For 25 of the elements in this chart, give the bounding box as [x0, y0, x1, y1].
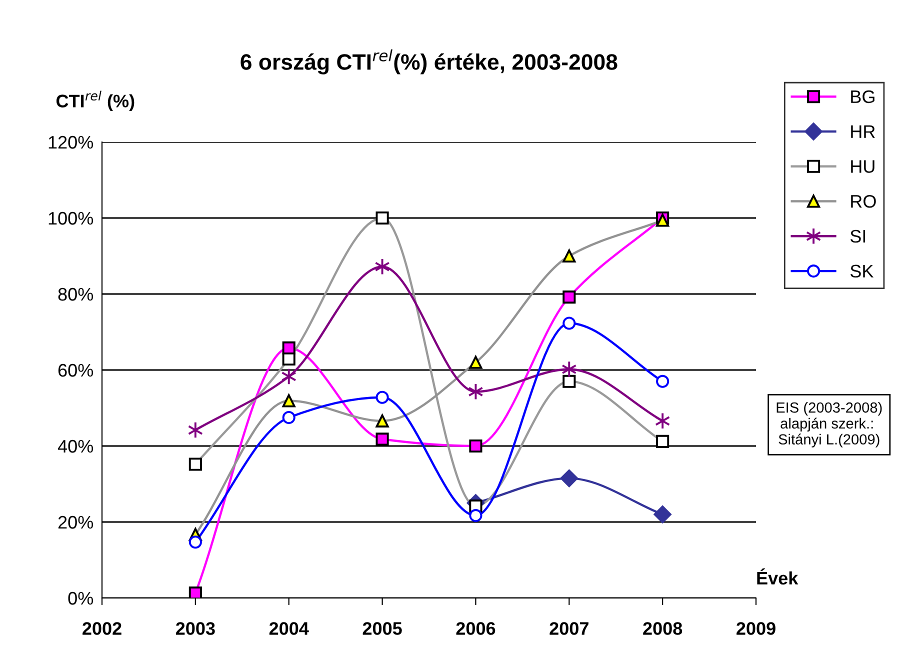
- y-tick-label: 80%: [58, 288, 94, 301]
- y-axis-title: CTI$^{rel}$ (%): [56, 90, 134, 112]
- y-tick-label: 20%: [58, 516, 94, 529]
- x-tick-label: 2008: [643, 622, 682, 635]
- legend-label: SK: [850, 264, 874, 278]
- legend-label: HR: [851, 125, 875, 138]
- x-tick-label: 2003: [176, 622, 215, 635]
- y-tick-label: 0%: [68, 592, 94, 605]
- x-tick-label: 2009: [736, 622, 776, 635]
- y-tick-label: 60%: [58, 364, 94, 377]
- y-tick-label: 100%: [48, 212, 94, 225]
- chart-title: 6 ország CTI$^{rel}$(%) értéke, 2003-2008: [240, 49, 618, 74]
- x-tick-label: 2005: [362, 622, 402, 635]
- x-tick-label: 2007: [550, 622, 588, 635]
- x-axis-title: Évek: [757, 568, 798, 585]
- x-tick-label: 2004: [269, 622, 309, 635]
- x-tick-label: 2006: [456, 622, 496, 635]
- legend-label: BG: [851, 90, 874, 104]
- legend-label: HU: [851, 160, 874, 173]
- y-tick-label: 120%: [48, 136, 94, 149]
- text: EIS (2003-2008) alapján szerk.: Sitányi L.(2009): [776, 402, 882, 448]
- legend-label: SI: [850, 230, 866, 243]
- legend-label: RO: [851, 194, 876, 208]
- y-tick-label: 40%: [58, 440, 94, 453]
- x-tick-label: 2002: [82, 622, 122, 635]
